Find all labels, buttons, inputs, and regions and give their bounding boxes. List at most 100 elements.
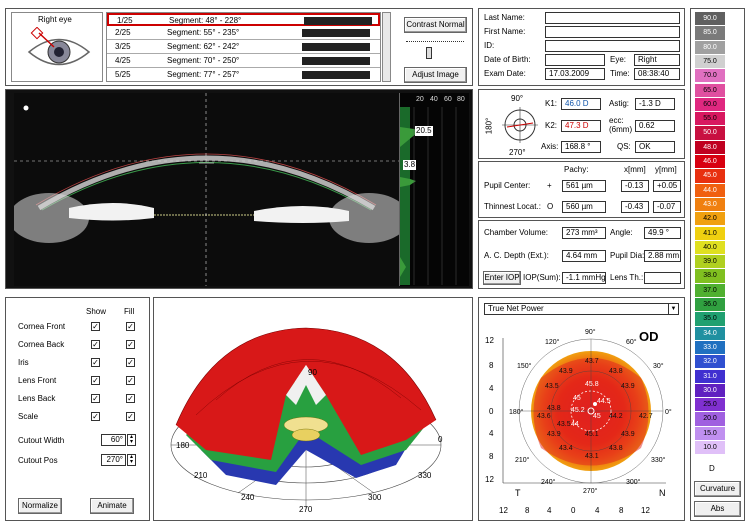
map-value: 44 — [571, 421, 579, 428]
x-tick: 8 — [619, 506, 624, 515]
segment-row[interactable]: 4/25 Segment: 70° - 250° — [107, 55, 380, 68]
segment-thumbnail — [302, 57, 370, 65]
map-type-dropdown[interactable]: True Net Power ▼ — [484, 303, 679, 315]
topography-map[interactable]: 12 8 4 0 4 8 12 12 8 4 0 4 8 12 T N 90° … — [481, 318, 683, 518]
color-scale-cell: 44.0 — [695, 183, 725, 198]
map-value: 44.2 — [609, 413, 623, 420]
nasal-label: N — [659, 488, 666, 498]
contrast-button[interactable]: Contrast Normal — [404, 17, 467, 33]
y-tick: 4 — [489, 384, 494, 393]
last-name-field[interactable] — [545, 12, 680, 24]
x-tick: 12 — [641, 506, 650, 515]
fill-checkbox[interactable]: ✓ — [126, 412, 135, 421]
x-tick: 0 — [571, 506, 576, 515]
pupil-dia-field: 2.88 mm — [644, 250, 681, 262]
scale-tick: 60 — [444, 96, 452, 103]
segment-row[interactable]: 3/25 Segment: 62° - 242° — [107, 41, 380, 54]
normalize-button[interactable]: Normalize — [18, 498, 62, 514]
cutout-pos-field[interactable]: 270° — [101, 454, 126, 466]
enter-iop-button[interactable]: Enter IOP — [483, 271, 521, 285]
angle-label: 300 — [368, 493, 382, 502]
segment-row[interactable]: 2/25 Segment: 55° - 235° — [107, 27, 380, 40]
show-checkbox[interactable]: ✓ — [91, 322, 100, 331]
y-tick: 8 — [489, 452, 494, 461]
iop-field: -1.1 mmHg — [562, 272, 606, 284]
color-scale-cell: 33.0 — [695, 340, 725, 356]
map-value: 42.7 — [639, 413, 653, 420]
color-scale[interactable]: 90.0 85.0 80.0 75.0 70.0 65.0 60.0 55.0 50.0 48.0… — [695, 12, 725, 456]
topography-panel: True Net Power ▼ OD 12 8 4 0 4 8 12 12 — [478, 297, 685, 521]
angle-label: 300° — [626, 478, 641, 486]
slider-handle[interactable] — [426, 47, 432, 59]
exam-date-field: 17.03.2009 — [545, 68, 605, 80]
3d-cornea-model[interactable]: 90 180 210 240 270 300 330 0 — [156, 300, 471, 518]
cutout-pos-spinner[interactable]: ▴ ▾ — [127, 454, 136, 466]
map-value: 43.5 — [557, 421, 571, 428]
contrast-slider[interactable] — [406, 41, 464, 59]
dob-field[interactable] — [545, 54, 605, 66]
abs-button[interactable]: Abs — [694, 501, 741, 517]
id-field[interactable] — [545, 40, 680, 52]
map-value: 43.5 — [545, 383, 559, 390]
time-field: 08:38:40 — [634, 68, 680, 80]
show-checkbox[interactable]: ✓ — [91, 340, 100, 349]
color-scale-cell: 45.0 — [695, 169, 725, 184]
map-value: 43.4 — [559, 445, 573, 452]
x-tick: 4 — [547, 506, 552, 515]
angle-label: 180 — [176, 441, 190, 450]
angle-label: 210 — [194, 471, 208, 480]
dial-label-bottom: 270° — [509, 148, 526, 157]
time-label: Time: — [610, 69, 630, 78]
show-checkbox[interactable]: ✓ — [91, 358, 100, 367]
pupil-y-field: +0.05 — [653, 180, 681, 192]
scheimpflug-image[interactable] — [14, 93, 399, 286]
show-checkbox[interactable]: ✓ — [91, 412, 100, 421]
angle-label: 0 — [438, 435, 443, 444]
cutout-width-spinner[interactable]: ▴ ▾ — [127, 434, 136, 446]
axis-label: Axis: — [541, 142, 559, 151]
unit-label: D — [709, 464, 715, 473]
angle-field: 49.9 ° — [644, 227, 681, 239]
fill-checkbox[interactable]: ✓ — [126, 322, 135, 331]
first-name-field[interactable] — [545, 26, 680, 38]
show-checkbox[interactable]: ✓ — [91, 376, 100, 385]
y-tick: 4 — [489, 429, 494, 438]
angle-label: 150° — [517, 362, 532, 370]
fill-checkbox[interactable]: ✓ — [126, 358, 135, 367]
color-scale-cell: 25.0 — [695, 398, 725, 413]
segment-row[interactable]: 1/25 Segment: 48° - 228° — [107, 13, 380, 26]
thinnest-y-field: -0.07 — [653, 201, 681, 213]
map-value: 43.8 — [609, 368, 623, 375]
segment-index: 2/25 — [115, 28, 131, 37]
layer-label: Cornea Front — [18, 322, 66, 331]
chamber-volume-label: Chamber Volume: — [484, 228, 549, 237]
pachy-header: Pachy: — [564, 165, 589, 174]
fill-checkbox[interactable]: ✓ — [126, 394, 135, 403]
map-type-value: True Net Power — [488, 304, 544, 313]
color-scale-cell: 65.0 — [695, 83, 725, 98]
segment-thumbnail — [304, 17, 372, 25]
k1-label: K1: — [545, 99, 558, 108]
fill-checkbox[interactable]: ✓ — [126, 376, 135, 385]
adjust-image-button[interactable]: Adjust Image — [404, 67, 467, 83]
chevron-down-icon: ▼ — [668, 304, 678, 314]
show-checkbox[interactable]: ✓ — [91, 394, 100, 403]
map-value: 43.9 — [621, 383, 635, 390]
segment-scrollbar[interactable] — [382, 12, 391, 82]
last-name-label: Last Name: — [484, 13, 525, 22]
segment-row[interactable]: 5/25 Segment: 77° - 257° — [107, 69, 380, 82]
color-scale-panel: 90.0 85.0 80.0 75.0 70.0 65.0 60.0 55.0 50.0 48.0… — [690, 8, 745, 521]
angle-label: 270 — [299, 505, 313, 514]
density-value: 3.8 — [403, 160, 417, 170]
animate-button[interactable]: Animate — [90, 498, 134, 514]
curvature-button[interactable]: Curvature — [694, 481, 741, 497]
color-scale-cell: 32.0 — [695, 355, 725, 370]
y-tick: 0 — [489, 407, 494, 416]
qs-field: OK — [635, 141, 675, 153]
y-header: y[mm] — [655, 165, 677, 174]
cutout-width-field[interactable]: 60° — [101, 434, 126, 446]
pupil-x-field: -0.13 — [621, 180, 649, 192]
fill-checkbox[interactable]: ✓ — [126, 340, 135, 349]
segment-list[interactable]: 1/25 Segment: 48° - 228° 2/25 Segment: 5… — [106, 12, 381, 82]
color-scale-cell: 40.0 — [695, 240, 725, 256]
